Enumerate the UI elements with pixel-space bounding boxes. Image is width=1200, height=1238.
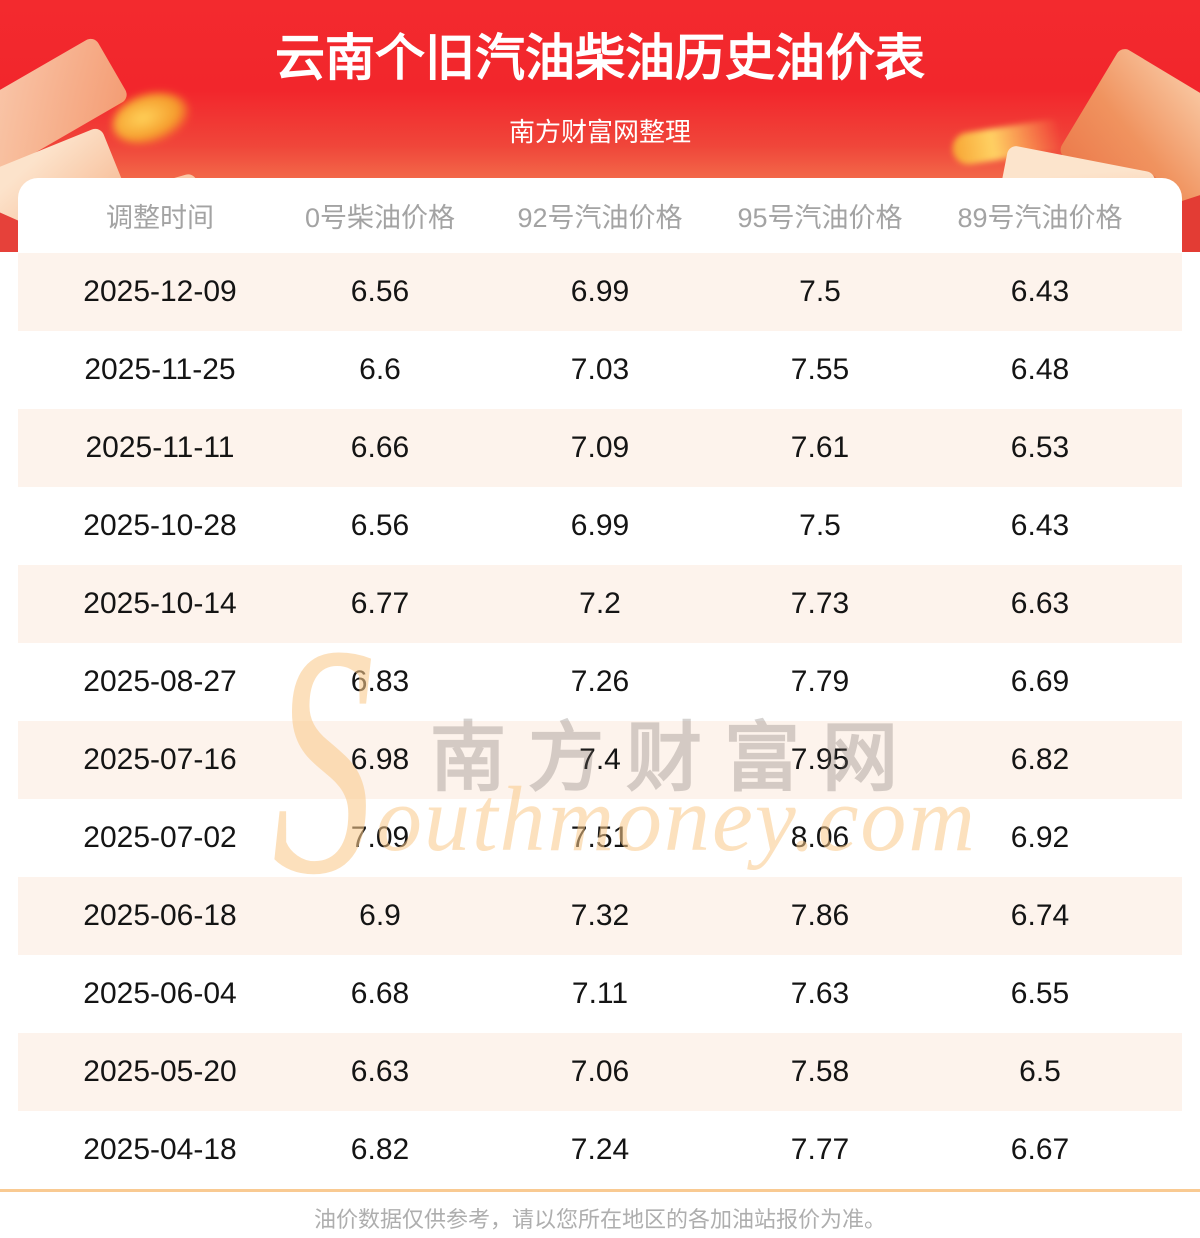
date-cell: 2025-07-16 [83, 743, 237, 776]
footer-disclaimer: 油价数据仅供参考，请以您所在地区的各加油站报价为准。 [313, 1207, 886, 1232]
page-subtitle: 南方财富网整理 [508, 117, 691, 147]
price-cell: 7.95 [790, 743, 850, 776]
price-cell: 6.99 [570, 275, 630, 308]
price-cell: 7.09 [570, 431, 630, 464]
price-cell: 7.77 [790, 1133, 850, 1166]
price-cell: 6.69 [1010, 665, 1070, 698]
price-cell: 6.56 [350, 509, 410, 542]
column-header-gasoline-92: 92号汽油价格 [517, 203, 683, 233]
price-cell: 6.48 [1010, 353, 1070, 386]
table-row: 2025-10-28 6.56 6.99 7.5 6.43 [18, 487, 1182, 565]
page-title: 云南个旧汽油柴油历史油价表 [275, 30, 925, 86]
table-row: 2025-07-16 6.98 7.4 7.95 6.82 [18, 721, 1182, 799]
table-header-row: 调整时间 0号柴油价格 92号汽油价格 95号汽油价格 89号汽油价格 [18, 178, 1182, 253]
date-cell: 2025-06-04 [83, 977, 237, 1010]
price-cell: 7.58 [790, 1055, 850, 1088]
table-row: 2025-12-09 6.56 6.99 7.5 6.43 [18, 253, 1182, 331]
price-table-card: 调整时间 0号柴油价格 92号汽油价格 95号汽油价格 89号汽油价格 2025… [18, 178, 1182, 1189]
column-header-adjust-time: 调整时间 [106, 203, 214, 233]
price-cell: 6.83 [350, 665, 410, 698]
price-cell: 7.79 [790, 665, 850, 698]
date-cell: 2025-08-27 [83, 665, 237, 698]
price-cell: 6.77 [350, 587, 410, 620]
price-cell: 7.5 [799, 275, 841, 308]
price-cell: 7.06 [570, 1055, 630, 1088]
price-cell: 7.4 [579, 743, 621, 776]
price-cell: 6.9 [359, 899, 401, 932]
price-cell: 7.2 [579, 587, 621, 620]
price-cell: 8.06 [790, 821, 850, 854]
price-cell: 7.73 [790, 587, 850, 620]
price-cell: 6.98 [350, 743, 410, 776]
price-cell: 6.55 [1010, 977, 1070, 1010]
price-cell: 7.55 [790, 353, 850, 386]
price-cell: 6.82 [1010, 743, 1070, 776]
price-cell: 7.03 [570, 353, 630, 386]
price-cell: 7.51 [570, 821, 630, 854]
table-row: 2025-08-27 6.83 7.26 7.79 6.69 [18, 643, 1182, 721]
table-row: 2025-11-11 6.66 7.09 7.61 6.53 [18, 409, 1182, 487]
table-row: 2025-05-20 6.63 7.06 7.58 6.5 [18, 1033, 1182, 1111]
price-cell: 6.92 [1010, 821, 1070, 854]
date-cell: 2025-10-14 [83, 587, 237, 620]
price-cell: 6.99 [570, 509, 630, 542]
price-cell: 7.5 [799, 509, 841, 542]
price-cell: 6.74 [1010, 899, 1070, 932]
table-row: 2025-11-25 6.6 7.03 7.55 6.48 [18, 331, 1182, 409]
table-row: 2025-06-18 6.9 7.32 7.86 6.74 [18, 877, 1182, 955]
column-header-gasoline-89: 89号汽油价格 [957, 203, 1123, 233]
date-cell: 2025-04-18 [83, 1133, 237, 1166]
price-cell: 6.56 [350, 275, 410, 308]
price-cell: 7.32 [570, 899, 630, 932]
date-cell: 2025-05-20 [83, 1055, 237, 1088]
price-cell: 7.26 [570, 665, 630, 698]
price-cell: 7.11 [571, 977, 629, 1010]
price-cell: 6.68 [350, 977, 410, 1010]
table-row: 2025-10-14 6.77 7.2 7.73 6.63 [18, 565, 1182, 643]
price-cell: 6.82 [350, 1133, 410, 1166]
date-cell: 2025-11-25 [84, 353, 236, 386]
price-cell: 6.63 [350, 1055, 410, 1088]
column-header-gasoline-95: 95号汽油价格 [737, 203, 903, 233]
price-cell: 6.6 [359, 353, 401, 386]
price-cell: 6.66 [350, 431, 410, 464]
table-row: 2025-06-04 6.68 7.11 7.63 6.55 [18, 955, 1182, 1033]
date-cell: 2025-11-11 [85, 431, 235, 464]
price-cell: 7.61 [790, 431, 850, 464]
date-cell: 2025-10-28 [83, 509, 237, 542]
date-cell: 2025-07-02 [83, 821, 237, 854]
price-cell: 7.86 [790, 899, 850, 932]
table-row: 2025-07-02 7.09 7.51 8.06 6.92 [18, 799, 1182, 877]
date-cell: 2025-12-09 [83, 275, 237, 308]
date-cell: 2025-06-18 [83, 899, 237, 932]
footer-divider [0, 1189, 1200, 1192]
price-cell: 6.43 [1010, 509, 1070, 542]
table-row: 2025-04-18 6.82 7.24 7.77 6.67 [18, 1111, 1182, 1189]
price-cell: 6.63 [1010, 587, 1070, 620]
price-cell: 6.43 [1010, 275, 1070, 308]
price-cell: 6.5 [1019, 1055, 1061, 1088]
price-cell: 6.67 [1010, 1133, 1070, 1166]
price-cell: 7.24 [570, 1133, 630, 1166]
price-cell: 6.53 [1010, 431, 1070, 464]
column-header-diesel-0: 0号柴油价格 [304, 203, 456, 233]
price-cell: 7.09 [350, 821, 410, 854]
price-cell: 7.63 [790, 977, 850, 1010]
table-body: 2025-12-09 6.56 6.99 7.5 6.43 2025-11-25… [18, 253, 1182, 1189]
